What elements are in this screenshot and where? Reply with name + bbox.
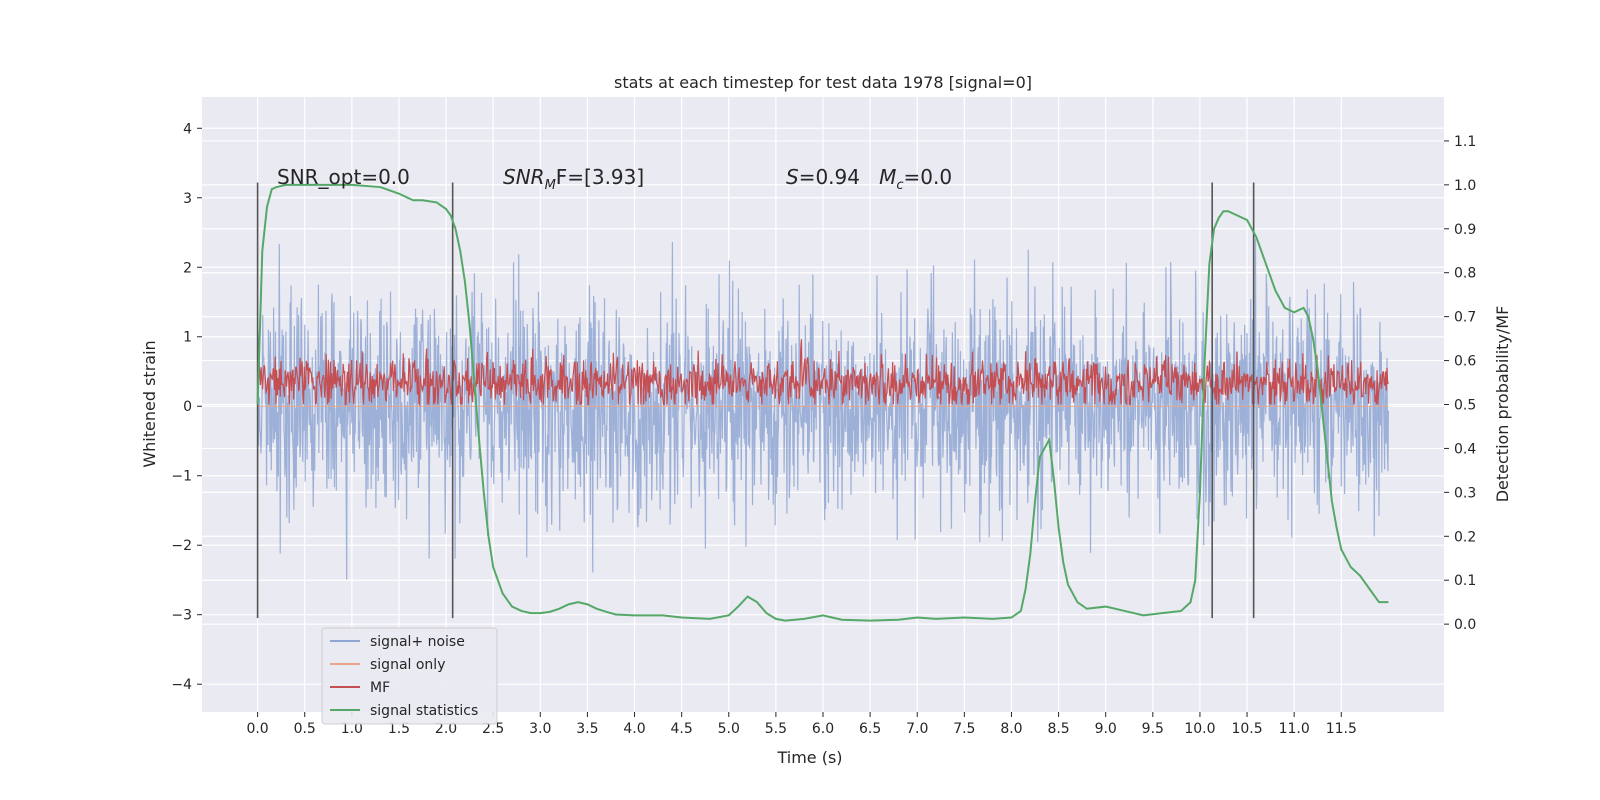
y-right-tick-label: 1.1 xyxy=(1454,134,1476,150)
x-tick-label: 3.5 xyxy=(576,721,598,737)
x-tick-label: 5.5 xyxy=(765,721,787,737)
legend-label-signal-only: signal only xyxy=(370,657,445,673)
vertical-lines xyxy=(256,182,1255,619)
x-axis-ticks: 0.0 0.5 1.0 1.5 2.0 2.5 3.0 3.5 4.0 4.5 5.0 5.5 6.0 6… xyxy=(246,712,1357,737)
y-right-tick-label: 0.3 xyxy=(1454,485,1476,501)
x-tick-label: 4.5 xyxy=(671,721,693,737)
y-right-tick-label: 0.6 xyxy=(1454,354,1476,370)
x-tick-label: 10.5 xyxy=(1231,721,1262,737)
legend-label-mf: MF xyxy=(370,680,390,696)
series-mf xyxy=(257,339,1389,407)
signal-statistics-line xyxy=(256,183,1389,622)
y-right-tick-label: 0.1 xyxy=(1454,573,1476,589)
y-left-tick-label: 4 xyxy=(183,121,192,137)
series-signal-statistics xyxy=(256,183,1389,622)
x-tick-label: 9.5 xyxy=(1142,721,1164,737)
y-right-tick-label: 1.0 xyxy=(1454,178,1476,194)
y-right-tick-label: 0.9 xyxy=(1454,222,1476,238)
mf-line xyxy=(257,339,1389,407)
y-left-axis-ticks: −4 −3 −2 −1 0 1 2 3 4 xyxy=(171,121,202,693)
x-tick-label: 9.0 xyxy=(1095,721,1117,737)
x-tick-label: 1.0 xyxy=(341,721,363,737)
x-tick-label: 2.5 xyxy=(482,721,504,737)
y-right-axis-label: Detection probability/MF xyxy=(1493,306,1512,503)
y-left-tick-label: 2 xyxy=(183,260,192,276)
y-left-tick-label: −1 xyxy=(171,469,192,485)
y-right-tick-label: 0.5 xyxy=(1454,398,1476,414)
y-left-tick-label: 3 xyxy=(183,191,192,207)
annotations: SNR_opt=0.0 SNRMF=[3.93] S=0.94 Mc=0.0 xyxy=(277,165,952,193)
x-tick-label: 8.0 xyxy=(1000,721,1022,737)
x-tick-label: 3.0 xyxy=(529,721,551,737)
x-tick-label: 4.0 xyxy=(623,721,645,737)
annotation-snr-opt: SNR_opt=0.0 xyxy=(277,165,410,189)
y-left-tick-label: −2 xyxy=(171,538,192,554)
x-tick-label: 0.0 xyxy=(246,721,268,737)
y-right-axis-ticks: 0.0 0.1 0.2 0.3 0.4 0.5 0.6 0.7 0.8 0.9 1.0 1.1 xyxy=(1444,134,1476,633)
x-tick-label: 5.0 xyxy=(718,721,740,737)
y-left-tick-label: −3 xyxy=(171,608,192,624)
x-tick-label: 7.0 xyxy=(906,721,928,737)
y-right-tick-label: 0.0 xyxy=(1454,617,1476,633)
x-axis-label: Time (s) xyxy=(776,748,842,767)
legend-box xyxy=(321,627,498,725)
legend: signal+ noise signal only MF signal stat… xyxy=(321,627,498,725)
y-right-tick-label: 0.7 xyxy=(1454,310,1476,326)
chart-title: stats at each timestep for test data 197… xyxy=(614,73,1032,92)
x-tick-label: 10.0 xyxy=(1184,721,1215,737)
y-right-tick-label: 0.8 xyxy=(1454,266,1476,282)
y-right-tick-label: 0.4 xyxy=(1454,441,1476,457)
y-left-tick-label: 1 xyxy=(183,330,192,346)
x-tick-label: 11.5 xyxy=(1326,721,1357,737)
x-tick-label: 6.5 xyxy=(859,721,881,737)
y-right-tick-label: 0.2 xyxy=(1454,529,1476,545)
y-left-tick-label: 0 xyxy=(183,399,192,415)
x-tick-label: 7.5 xyxy=(953,721,975,737)
annotation-snr-mf: SNRMF=[3.93] xyxy=(503,165,644,193)
annotation-s-mc: S=0.94 Mc=0.0 xyxy=(786,165,952,193)
x-tick-label: 6.0 xyxy=(812,721,834,737)
legend-label-signal-noise: signal+ noise xyxy=(370,634,465,650)
x-tick-label: 11.0 xyxy=(1279,721,1310,737)
legend-label-signal-statistics: signal statistics xyxy=(370,703,478,719)
y-left-tick-label: −4 xyxy=(171,677,192,693)
x-tick-label: 1.5 xyxy=(388,721,410,737)
x-tick-label: 0.5 xyxy=(294,721,316,737)
y-left-axis-label: Whitened strain xyxy=(140,340,159,467)
x-tick-label: 2.0 xyxy=(435,721,457,737)
x-tick-label: 8.5 xyxy=(1047,721,1069,737)
